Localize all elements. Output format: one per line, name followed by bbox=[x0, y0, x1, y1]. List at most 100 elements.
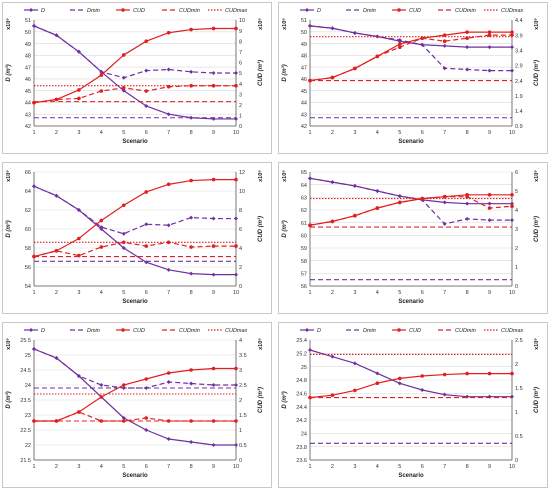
legend-marker-d bbox=[29, 328, 33, 332]
data-point-d-alt bbox=[76, 374, 81, 378]
data-point-cud-alt bbox=[353, 213, 357, 218]
data-point-d bbox=[375, 371, 380, 376]
chart-panel-3: 54 56 58 60 62 64 66 0 2 4 6 8 10 12 1 2 3 4 5 6 7 8 9 10 Scenar… bbox=[2, 162, 272, 314]
chart-svg: 424344454647484950510.91.41.92.42.93.43.… bbox=[278, 2, 548, 154]
y-right-tick-label: 3.9 bbox=[515, 33, 523, 39]
chart-panel-5: 21.5 22 22.5 23 23.5 24 24.5 25 25.5 0 0.5 1 1.5 2 2.5… bbox=[2, 322, 272, 488]
chart-svg: 21.52222.52323.52424.52525.500.511.522.5… bbox=[2, 322, 272, 488]
x-tick-label: 10 bbox=[509, 464, 515, 470]
y-left-tick-label: 24 bbox=[301, 432, 307, 438]
data-point-d bbox=[166, 437, 171, 441]
data-point-d bbox=[121, 416, 126, 420]
data-point-cud bbox=[166, 30, 171, 35]
data-point-cud-alt bbox=[375, 206, 380, 210]
x-tick-label: 8 bbox=[466, 290, 469, 296]
x-tick-label: 9 bbox=[212, 290, 215, 296]
data-point-d bbox=[211, 272, 216, 277]
series-line-d bbox=[33, 25, 236, 120]
x-axis-label: Scenario bbox=[122, 299, 148, 305]
data-point-cud-alt bbox=[234, 244, 238, 248]
x-tick-label: 4 bbox=[100, 290, 103, 296]
data-point-cud-alt bbox=[465, 194, 469, 199]
y-left-tick-label: 50 bbox=[25, 30, 31, 36]
y-right-scale-label: x10⁸ bbox=[258, 338, 264, 350]
x-tick-label: 7 bbox=[443, 290, 446, 296]
data-point-cud-alt bbox=[353, 66, 357, 71]
y-right-tick-label: 2.5 bbox=[239, 383, 247, 389]
legend-label-cudmax: CUDmax bbox=[225, 8, 248, 14]
data-point-d-alt bbox=[32, 184, 36, 189]
data-point-cud-alt bbox=[330, 219, 335, 224]
data-point-d bbox=[234, 272, 238, 277]
y-left-tick-label: 22.5 bbox=[20, 428, 31, 434]
data-point-d bbox=[166, 267, 171, 272]
chart-frame bbox=[2, 162, 272, 314]
x-tick-label: 7 bbox=[167, 464, 170, 470]
data-point-d-alt bbox=[99, 383, 104, 387]
data-point-cud bbox=[487, 30, 492, 34]
y-right-tick-label: 1.9 bbox=[515, 94, 523, 100]
x-tick-label: 5 bbox=[122, 464, 125, 470]
data-point-d-alt bbox=[397, 194, 402, 199]
data-point-d bbox=[510, 45, 514, 50]
data-point-d bbox=[487, 45, 492, 50]
y-left-tick-label: 63 bbox=[301, 196, 307, 202]
y-right-axis-label: CUD (m³) bbox=[257, 216, 264, 242]
x-axis-label: Scenario bbox=[122, 139, 148, 145]
legend-marker-cud bbox=[121, 328, 125, 332]
y-left-axis-label: D (m³) bbox=[281, 64, 288, 81]
chart-frame bbox=[2, 2, 272, 154]
data-point-d-alt bbox=[375, 189, 380, 193]
y-left-tick-label: 64 bbox=[25, 189, 31, 195]
x-tick-label: 4 bbox=[100, 130, 103, 136]
chart-frame bbox=[278, 322, 548, 488]
y-right-tick-label: 0 bbox=[515, 458, 518, 464]
data-point-d-alt bbox=[465, 216, 470, 221]
series-line-cud bbox=[309, 372, 512, 399]
data-point-d-alt bbox=[211, 216, 216, 221]
x-tick-label: 1 bbox=[308, 290, 311, 296]
chart-panel-2: 42 43 44 45 46 47 48 49 50 51 0.9 1.4 1.9 2.4 2.9 3.4 3.… bbox=[278, 2, 548, 154]
y-left-tick-label: 48 bbox=[301, 54, 307, 60]
y-right-scale-label: x10⁸ bbox=[534, 18, 540, 30]
y-right-tick-label: 3.5 bbox=[239, 353, 247, 359]
y-left-tick-label: 54 bbox=[25, 284, 31, 290]
legend-label-cud: CUD bbox=[409, 328, 421, 334]
data-point-d-alt bbox=[211, 71, 216, 75]
y-left-tick-label: 25 bbox=[25, 353, 31, 359]
y-right-tick-label: 2 bbox=[515, 362, 518, 368]
series-line-d bbox=[33, 185, 236, 276]
y-right-tick-label: 3 bbox=[239, 92, 242, 98]
y-left-tick-label: 60 bbox=[25, 227, 31, 233]
x-tick-label: 8 bbox=[190, 130, 193, 136]
x-tick-label: 10 bbox=[509, 130, 515, 136]
y-left-tick-label: 62 bbox=[301, 208, 307, 214]
x-tick-label: 1 bbox=[32, 464, 35, 470]
x-tick-label: 1 bbox=[308, 464, 311, 470]
data-point-d-alt bbox=[166, 380, 171, 384]
legend-label-d: D bbox=[317, 8, 321, 14]
series-line-cud-alt bbox=[33, 241, 236, 258]
data-point-cud bbox=[121, 383, 126, 387]
data-point-d-alt bbox=[189, 69, 194, 74]
data-point-cud-alt bbox=[121, 86, 126, 90]
data-point-cud-alt bbox=[54, 249, 59, 253]
y-left-tick-label: 58 bbox=[25, 246, 31, 252]
x-tick-label: 10 bbox=[233, 130, 239, 136]
legend-label-cudmin: CUDmin bbox=[455, 328, 476, 334]
x-tick-label: 9 bbox=[488, 464, 491, 470]
data-point-d bbox=[465, 45, 470, 50]
data-point-cud-alt bbox=[465, 36, 469, 40]
x-tick-label: 6 bbox=[145, 130, 148, 136]
y-left-tick-label: 25.2 bbox=[296, 352, 307, 358]
x-tick-label: 9 bbox=[488, 290, 491, 296]
y-left-tick-label: 24 bbox=[25, 383, 31, 389]
data-point-d bbox=[465, 201, 470, 206]
data-point-cud bbox=[487, 193, 492, 197]
y-right-tick-label: 1.4 bbox=[515, 109, 523, 115]
y-left-tick-label: 48 bbox=[25, 54, 31, 60]
data-point-d bbox=[308, 348, 312, 352]
y-left-tick-label: 45 bbox=[25, 89, 31, 95]
legend-marker-d bbox=[305, 328, 309, 332]
chart-svg: 23.623.82424.224.424.624.82525.225.400.5… bbox=[278, 322, 548, 488]
